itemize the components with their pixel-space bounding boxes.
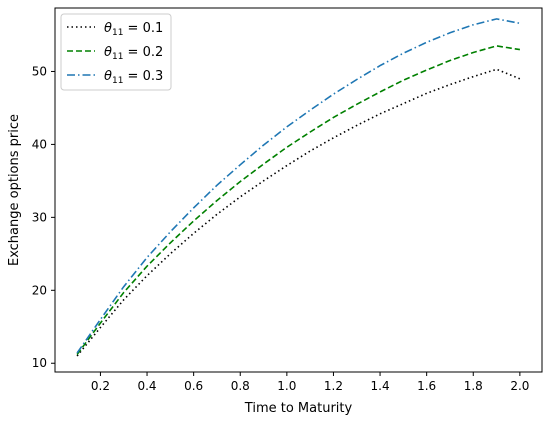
y-tick-label: 10 xyxy=(32,356,47,370)
x-tick-label: 1.4 xyxy=(371,379,390,393)
x-tick-label: 1.6 xyxy=(417,379,436,393)
x-tick-label: 0.6 xyxy=(184,379,203,393)
x-tick-label: 1.8 xyxy=(464,379,483,393)
x-tick-label: 0.4 xyxy=(137,379,156,393)
y-tick-label: 30 xyxy=(32,210,47,224)
series-layer xyxy=(76,18,521,357)
legend-label-2: θ11 = 0.2 xyxy=(104,45,163,62)
series-line-3 xyxy=(76,18,521,354)
x-tick-label: 2.0 xyxy=(510,379,529,393)
legend-label-3: θ11 = 0.3 xyxy=(104,69,163,86)
y-axis-label: Exchange options price xyxy=(7,114,22,266)
x-tick-label: 1.2 xyxy=(324,379,343,393)
x-tick-label: 0.2 xyxy=(91,379,110,393)
series-line-2 xyxy=(76,45,521,355)
x-axis-ticks: 0.2 0.4 0.6 0.8 1.0 1.2 1.4 1.6 1.8 2.0 xyxy=(91,372,529,393)
y-tick-label: 40 xyxy=(32,137,47,151)
x-axis-label: Time to Maturity xyxy=(244,401,353,416)
x-tick-label: 0.8 xyxy=(231,379,250,393)
y-tick-label: 50 xyxy=(32,64,47,78)
y-tick-label: 20 xyxy=(32,283,47,297)
legend-label-1: θ11 = 0.1 xyxy=(104,21,163,38)
legend: θ11 = 0.1 θ11 = 0.2 θ11 = 0.3 xyxy=(60,13,172,91)
legend-box xyxy=(60,13,172,91)
y-axis-ticks: 10 20 30 40 50 xyxy=(32,64,55,370)
x-tick-label: 1.0 xyxy=(277,379,296,393)
